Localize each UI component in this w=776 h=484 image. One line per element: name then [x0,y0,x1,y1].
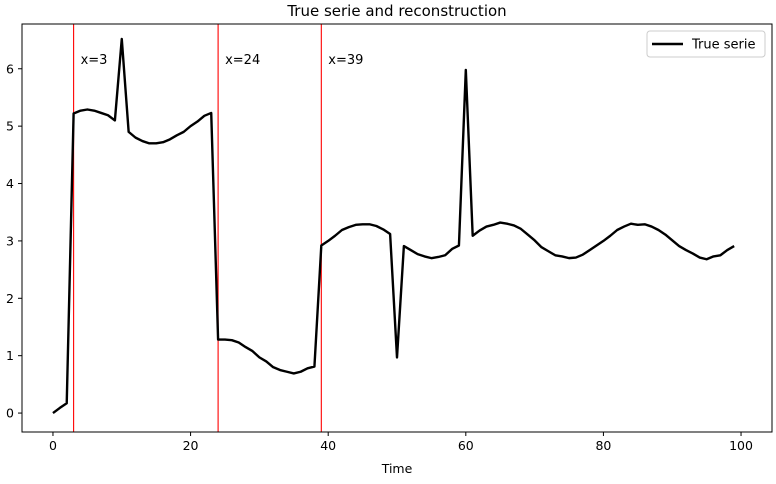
x-axis-label: Time [381,461,413,476]
y-tick-label: 3 [6,233,14,248]
y-tick-label: 0 [6,406,14,421]
plot-area: x=3 x=24 x=39 [53,24,734,432]
x-tick-label: 60 [458,438,474,453]
x-tick-label: 20 [183,438,199,453]
x-tick-label: 0 [49,438,57,453]
y-tick-label: 4 [6,176,14,191]
vline-label-24: x=24 [225,53,260,68]
y-tick-label: 1 [6,348,14,363]
y-tick-label: 5 [6,119,14,134]
series-line-true-serie [53,39,734,413]
axes-frame [22,24,772,432]
legend: True serie [647,31,765,57]
y-tick-label: 2 [6,291,14,306]
x-tick-label: 80 [595,438,611,453]
vline-label-39: x=39 [328,53,363,68]
x-tick-label: 100 [729,438,753,453]
chart-title: True serie and reconstruction [286,2,506,20]
x-tick-label: 40 [320,438,336,453]
y-tick-label: 6 [6,61,14,76]
vline-label-3: x=3 [81,53,108,68]
legend-label: True serie [691,38,755,53]
tick-layer: 0 20 40 60 80 100 0 1 2 3 4 5 6 [6,61,753,453]
